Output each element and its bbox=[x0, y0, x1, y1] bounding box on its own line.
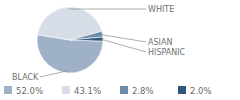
slice bbox=[37, 35, 103, 73]
legend-label: 43.1% bbox=[74, 86, 101, 96]
legend-label: 2.0% bbox=[190, 86, 212, 96]
legend-swatch bbox=[178, 86, 186, 94]
slice-label: HISPANIC bbox=[148, 48, 186, 57]
slice-label: BLACK bbox=[12, 73, 39, 82]
legend-swatch bbox=[62, 86, 70, 94]
leader-line bbox=[40, 71, 67, 77]
slice-label: ASIAN bbox=[148, 38, 172, 47]
slice-labels: BLACK WHITE ASIANHISPANIC bbox=[12, 5, 186, 82]
legend: 52.0% 43.1% 2.8% 2.0% bbox=[4, 86, 212, 96]
leader-line bbox=[68, 9, 146, 10]
legend-swatch bbox=[120, 86, 128, 94]
legend-label: 52.0% bbox=[16, 86, 43, 96]
legend-label: 2.8% bbox=[132, 86, 154, 96]
chart: BLACK WHITE ASIANHISPANIC 52.0% 43.1% 2.8% 2.0… bbox=[0, 0, 240, 100]
slice bbox=[70, 37, 103, 41]
legend-swatch bbox=[4, 86, 12, 94]
slices bbox=[37, 7, 103, 73]
leader-line bbox=[101, 39, 146, 52]
slice-label: WHITE bbox=[148, 5, 174, 14]
